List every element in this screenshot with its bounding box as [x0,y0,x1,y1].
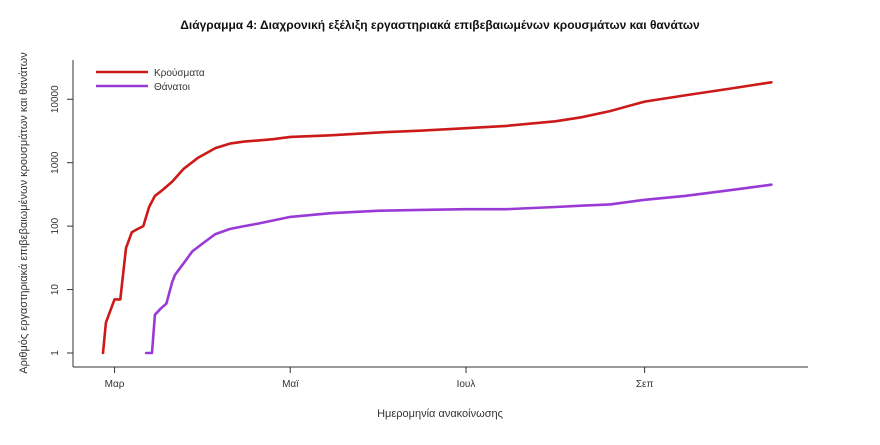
y-ticks: 1 10 100 1000 10000 [50,85,73,356]
legend: Κρούσματα Θάνατοι [96,67,205,93]
legend-label: Κρούσματα [154,67,205,79]
x-axis-label: Ημερομηνία ανακοίνωσης [377,408,503,420]
deaths-series-line [144,183,773,355]
x-axis: Μαρ Μαϊ Ιουλ Σεπ [73,366,808,390]
x-tick-label: Μαρ [105,379,125,390]
y-tick-label: 10000 [50,85,61,113]
series-layer [101,81,773,355]
chart-title: Διάγραμμα 4: Διαχρονική εξέλιξη εργαστηρ… [180,18,700,32]
y-tick-label: 10 [50,284,61,296]
x-tick-label: Ιουλ [457,379,476,390]
x-tick-label: Σεπ [636,379,654,390]
y-tick-label: 1 [50,350,61,356]
y-axis-label: Αριθμός εργαστηριακά επιβεβαιωμένων κρου… [18,52,30,374]
y-axis: 1 10 100 1000 10000 [50,60,74,367]
x-ticks: Μαρ Μαϊ Ιουλ Σεπ [105,367,654,390]
y-tick-label: 100 [50,217,61,234]
legend-label: Θάνατοι [154,81,190,93]
y-tick-label: 1000 [50,151,61,174]
plot-area [101,81,773,355]
x-tick-label: Μαϊ [282,379,299,390]
cases-series-line [101,81,773,355]
